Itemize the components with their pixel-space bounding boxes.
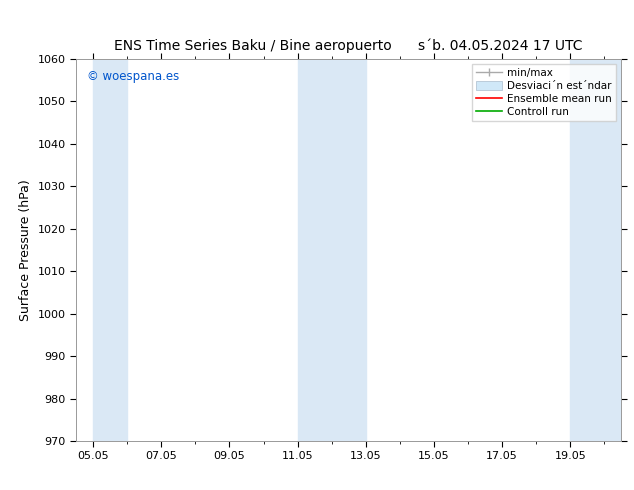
Legend: min/max, Desviaci´n est´ndar, Ensemble mean run, Controll run: min/max, Desviaci´n est´ndar, Ensemble m… — [472, 64, 616, 121]
Bar — [297, 59, 366, 441]
Y-axis label: Surface Pressure (hPa): Surface Pressure (hPa) — [19, 179, 32, 321]
Bar — [93, 59, 127, 441]
Title: ENS Time Series Baku / Bine aeropuerto      s´b. 04.05.2024 17 UTC: ENS Time Series Baku / Bine aeropuerto s… — [115, 39, 583, 53]
Bar — [570, 59, 621, 441]
Text: © woespana.es: © woespana.es — [87, 70, 179, 83]
